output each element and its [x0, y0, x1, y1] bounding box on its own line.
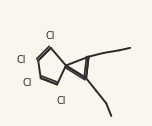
- Text: Cl: Cl: [45, 31, 55, 41]
- Text: Cl: Cl: [22, 78, 32, 88]
- Text: Cl: Cl: [56, 96, 66, 106]
- Text: Cl: Cl: [16, 55, 26, 66]
